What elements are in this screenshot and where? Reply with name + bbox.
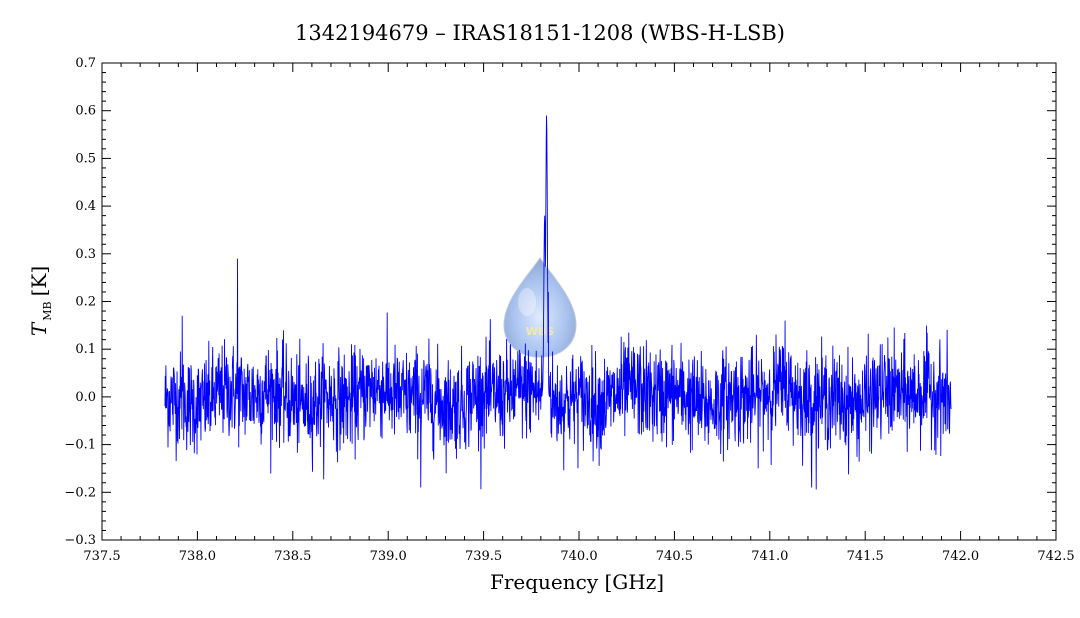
y-axis: −0.3 −0.2 −0.1 0.0 0.1 0.2 0.3 0.4 0.5 0.6 0.7 — [64, 56, 1056, 548]
y-tick-label: 0.6 — [75, 104, 96, 119]
x-tick-label: 739.5 — [465, 549, 502, 564]
y-axis-label-symbol: T — [27, 321, 51, 336]
x-tick-label: 738.5 — [274, 549, 311, 564]
plot-frame — [101, 62, 1057, 541]
y-tick-label: 0.4 — [75, 199, 96, 214]
chart-title: 1342194679 – IRAS18151-1208 (WBS-H-LSB) — [295, 21, 785, 45]
x-tick-label: 742.5 — [1037, 549, 1074, 564]
x-tick-label: 739.0 — [370, 549, 407, 564]
x-tick-label: 738.0 — [179, 549, 216, 564]
y-tick-label: 0.7 — [75, 56, 96, 71]
x-tick-label: 740.5 — [656, 549, 693, 564]
x-axis-label: Frequency [GHz] — [490, 570, 664, 594]
wbs-watermark-icon: WBS — [503, 257, 577, 358]
y-tick-label: 0.0 — [75, 390, 96, 405]
y-axis-label-unit: [K] — [27, 266, 51, 297]
x-tick-label: 741.5 — [847, 549, 884, 564]
y-tick-label: 0.3 — [75, 247, 96, 262]
x-tick-label: 742.0 — [942, 549, 979, 564]
x-tick-label: 740.0 — [560, 549, 597, 564]
y-tick-label: 0.1 — [75, 342, 96, 357]
watermark-text: WBS — [526, 325, 555, 338]
y-tick-label: −0.2 — [64, 485, 96, 500]
y-tick-label: −0.1 — [64, 438, 96, 453]
x-axis: 737.5 738.0 738.5 739.0 739.5 740.0 740.5 741.0… — [83, 63, 1075, 564]
y-axis-label-subscript: MB — [41, 301, 54, 320]
y-tick-label: 0.5 — [75, 151, 96, 166]
x-tick-label: 737.5 — [83, 549, 120, 564]
svg-text:TMB[K]: TMB [K] — [27, 266, 54, 336]
x-tick-label: 741.0 — [751, 549, 788, 564]
y-axis-label: TMB [K] — [27, 266, 54, 336]
y-tick-label: 0.2 — [75, 295, 96, 310]
spectrum-series-line — [164, 115, 952, 490]
y-tick-label: −0.3 — [64, 533, 96, 548]
